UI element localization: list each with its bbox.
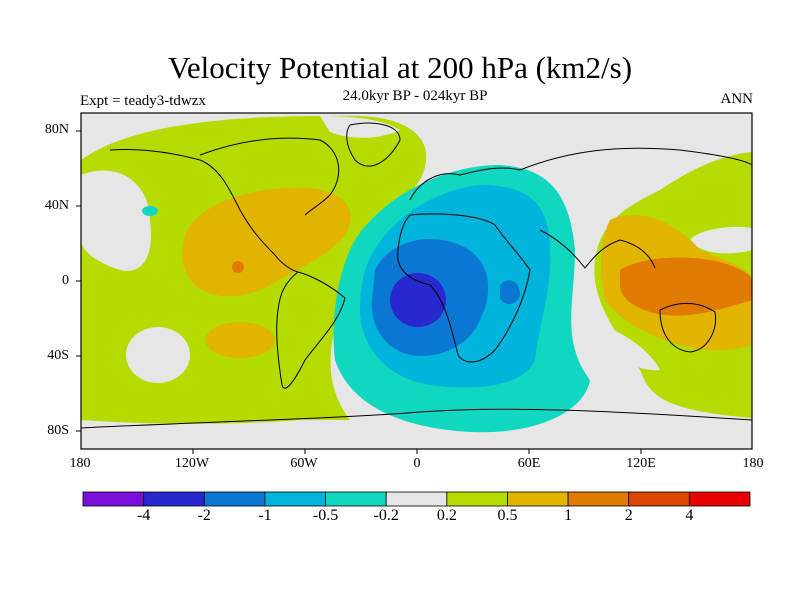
lat-tick-0: 0 bbox=[62, 273, 69, 288]
south-america-coast bbox=[276, 271, 346, 389]
mexico-dark-orange bbox=[232, 261, 244, 273]
colorbar-label: 2 bbox=[624, 507, 633, 524]
greenland-coast bbox=[346, 122, 401, 167]
colorbar-swatch bbox=[82, 491, 145, 507]
colorbar-label: -1 bbox=[258, 507, 272, 524]
lon-tick-marks bbox=[192, 449, 642, 454]
north-america-north-coast bbox=[199, 137, 340, 216]
colorbar-label: 1 bbox=[564, 507, 573, 524]
lat-tick-80s: 80S bbox=[47, 423, 69, 438]
lon-tick-180e: 180 bbox=[742, 456, 764, 471]
colorbar-label: -4 bbox=[136, 507, 151, 524]
colorbar-label: 0.5 bbox=[497, 507, 518, 524]
chart-title: Velocity Potential at 200 hPa (km2/s) bbox=[167, 50, 633, 85]
experiment-label: Expt = teady3-tdwzx bbox=[80, 93, 206, 109]
colorbar-label: -0.2 bbox=[373, 507, 399, 524]
colorbar-swatch bbox=[688, 491, 751, 507]
south-indian-null bbox=[600, 325, 660, 371]
colorbar-swatch bbox=[446, 491, 508, 507]
colorbar-swatch bbox=[385, 491, 448, 507]
colorbar-swatch bbox=[567, 491, 630, 507]
lat-tick-40s: 40S bbox=[47, 348, 69, 363]
north-america-coast bbox=[109, 149, 299, 273]
south-asia-coast bbox=[539, 229, 656, 269]
pacific-teal-spot bbox=[142, 206, 158, 216]
lon-tick-0: 0 bbox=[413, 456, 421, 471]
colorbar-label: 4 bbox=[685, 507, 694, 524]
colorbar-swatch bbox=[203, 491, 266, 507]
arctic-null bbox=[320, 116, 400, 138]
colorbar bbox=[82, 491, 751, 507]
lon-tick-60w: 60W bbox=[290, 456, 318, 471]
east-africa-strong-region bbox=[500, 280, 520, 305]
indonesia-dark-orange bbox=[620, 257, 752, 316]
americas-orange-region bbox=[182, 187, 351, 297]
colorbar-swatch bbox=[325, 491, 387, 507]
season-label: ANN bbox=[720, 91, 754, 107]
colorbar-swatch bbox=[143, 491, 205, 507]
colorbar-swatch bbox=[507, 491, 569, 507]
colorbar-label: -2 bbox=[197, 507, 211, 524]
coastlines bbox=[81, 122, 752, 429]
lon-tick-60e: 60E bbox=[517, 456, 541, 471]
map-field bbox=[81, 113, 752, 449]
lat-tick-80n: 80N bbox=[44, 122, 69, 137]
colorbar-label: 0.2 bbox=[436, 507, 457, 524]
lon-tick-120e: 120E bbox=[626, 456, 656, 471]
west-null-pocket bbox=[81, 170, 151, 271]
europe-coast bbox=[409, 167, 521, 201]
lat-tick-marks bbox=[76, 130, 81, 432]
colorbar-swatch bbox=[628, 491, 690, 507]
chart-subtitle: 24.0kyr BP - 024kyr BP bbox=[342, 88, 488, 104]
east-null-pocket bbox=[690, 226, 752, 254]
south-atlantic-orange bbox=[205, 322, 275, 358]
lon-tick-120w: 120W bbox=[174, 456, 210, 471]
australia-coast bbox=[659, 303, 717, 353]
asia-coast bbox=[519, 147, 752, 171]
lat-tick-40n: 40N bbox=[44, 198, 69, 213]
south-pacific-null bbox=[126, 327, 190, 383]
colorbar-label: -0.5 bbox=[312, 507, 339, 524]
antarctica-coast bbox=[81, 408, 752, 429]
colorbar-swatch bbox=[264, 491, 326, 507]
lon-tick-180w: 180 bbox=[69, 456, 91, 471]
africa-coast bbox=[397, 213, 531, 363]
